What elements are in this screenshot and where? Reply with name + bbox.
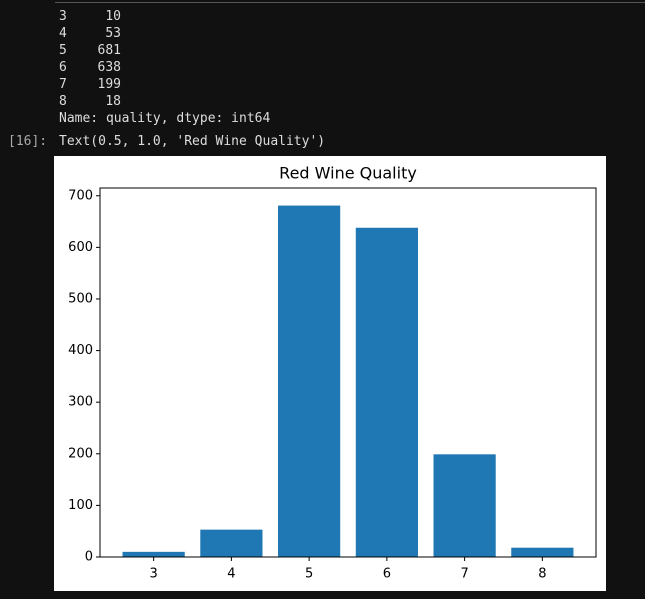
bar	[433, 454, 496, 557]
chart-title: Red Wine Quality	[279, 164, 417, 183]
y-tick-label: 300	[68, 395, 93, 410]
series-index: 5	[59, 43, 67, 58]
series-value: 10	[105, 9, 121, 24]
series-index: 3	[59, 9, 67, 24]
x-tick-label: 5	[305, 567, 313, 582]
series-footer: Name: quality, dtype: int64	[59, 111, 271, 126]
chart: Red Wine Quality 0 100 200 300 400 500 600 700 3…	[54, 156, 606, 591]
series-value: 199	[97, 77, 121, 92]
y-tick-label: 400	[68, 343, 93, 358]
y-tick-label: 0	[85, 550, 93, 565]
y-tick-label: 500	[68, 291, 93, 306]
bar	[200, 529, 263, 557]
y-tick-label: 200	[68, 446, 93, 461]
series-value: 18	[105, 94, 121, 109]
y-tick-label: 600	[68, 240, 93, 255]
x-tick-label: 7	[460, 567, 468, 582]
cell-result: Text(0.5, 1.0, 'Red Wine Quality')	[59, 134, 326, 149]
plot-frame	[99, 187, 597, 558]
x-tick-label: 8	[538, 567, 546, 582]
y-tick-label: 700	[68, 188, 93, 203]
series-value: 53	[105, 26, 121, 41]
series-index: 4	[59, 26, 67, 41]
x-tick-label: 6	[383, 567, 391, 582]
bar	[511, 547, 574, 557]
bar	[355, 227, 418, 557]
bar	[122, 551, 185, 557]
x-tick-label: 4	[227, 567, 235, 582]
y-tick-label: 100	[68, 498, 93, 513]
series-index: 8	[59, 94, 67, 109]
cell-prompt: [16]:	[8, 134, 48, 149]
series-index: 7	[59, 77, 67, 92]
series-value: 681	[97, 43, 121, 58]
x-tick-label: 3	[150, 567, 158, 582]
series-value: 638	[97, 60, 121, 75]
series-index: 6	[59, 60, 67, 75]
cell-border	[55, 2, 645, 3]
bar	[278, 205, 341, 558]
